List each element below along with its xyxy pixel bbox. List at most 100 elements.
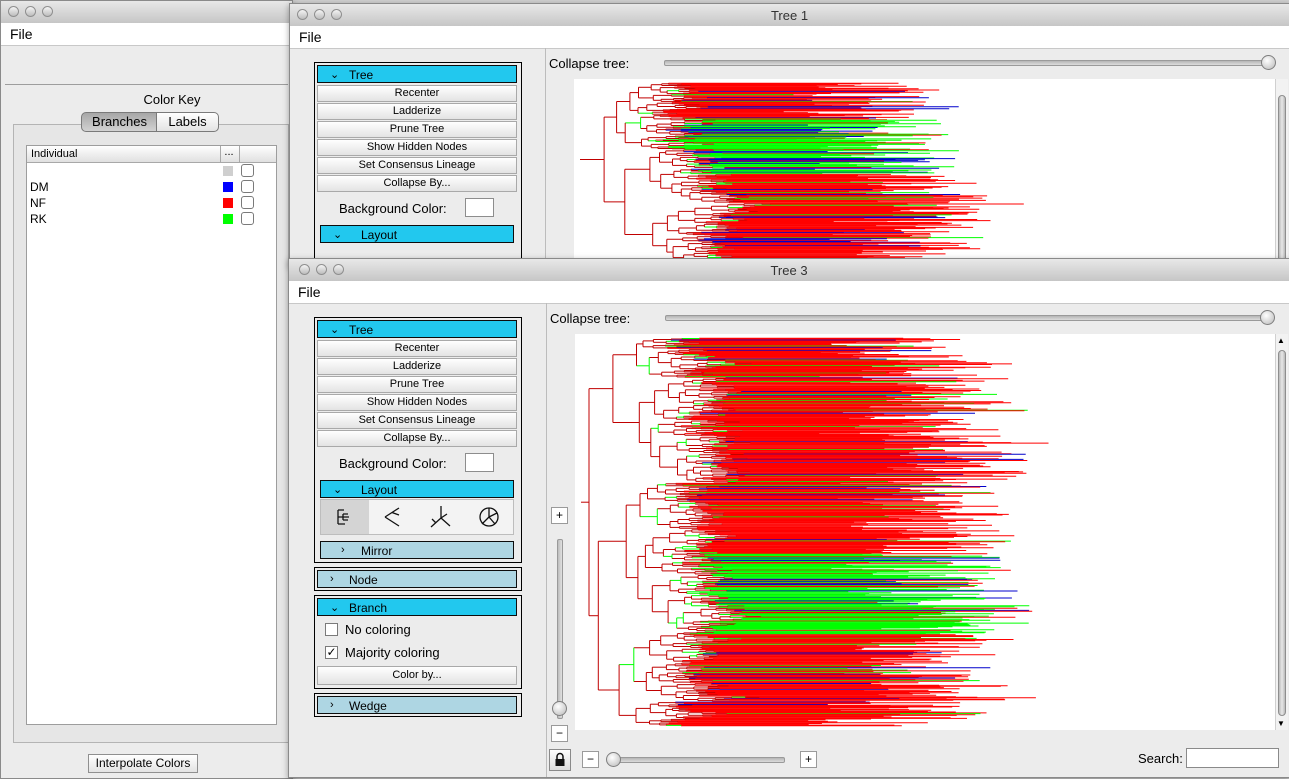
unrooted-layout-icon[interactable] (417, 500, 465, 534)
file-menu[interactable]: File (298, 284, 321, 300)
rectangular-layout-icon[interactable] (321, 500, 369, 534)
zoom-slider[interactable] (557, 539, 563, 719)
collapse-tree-slider[interactable] (665, 315, 1271, 321)
header-more[interactable]: ... (220, 146, 237, 162)
divider (545, 48, 546, 266)
row-checkbox[interactable] (241, 180, 254, 193)
set-consensus-lineage-button[interactable]: Set Consensus Lineage (317, 157, 517, 174)
horizontal-zoom-out-button[interactable]: − (582, 751, 599, 768)
zoom-window-button[interactable] (42, 6, 53, 17)
ladderize-button[interactable]: Ladderize (317, 103, 517, 120)
row-checkbox[interactable] (241, 212, 254, 225)
color-swatch[interactable] (223, 214, 233, 224)
no-coloring-label: No coloring (345, 622, 411, 637)
close-window-button[interactable] (8, 6, 19, 17)
show-hidden-nodes-button[interactable]: Show Hidden Nodes (317, 139, 517, 156)
zoom-slider-knob[interactable] (552, 701, 567, 716)
collapse-by-button[interactable]: Collapse By... (317, 430, 517, 447)
recenter-button[interactable]: Recenter (317, 85, 517, 102)
prune-tree-button[interactable]: Prune Tree (317, 376, 517, 393)
panel-wedge[interactable]: › Wedge (317, 696, 517, 714)
prune-tree-button[interactable]: Prune Tree (317, 121, 517, 138)
tree3-phylogeny (581, 337, 1049, 727)
close-window-button[interactable] (297, 9, 308, 20)
minimize-window-button[interactable] (316, 264, 327, 275)
lock-icon (555, 752, 565, 766)
chevron-down-icon: ⌄ (330, 602, 340, 614)
set-consensus-lineage-button[interactable]: Set Consensus Lineage (317, 412, 517, 429)
slanted-layout-icon[interactable] (369, 500, 417, 534)
collapse-tree-slider-knob[interactable] (1261, 55, 1276, 70)
horizontal-zoom-slider-knob[interactable] (606, 752, 621, 767)
tree1-canvas[interactable] (574, 79, 1275, 266)
panel-tree[interactable]: ⌄ Tree (317, 320, 517, 338)
file-menu[interactable]: File (10, 26, 33, 42)
search-label: Search: (1138, 751, 1183, 766)
minimize-window-button[interactable] (25, 6, 36, 17)
color-key-menubar: File (1, 23, 292, 46)
chevron-down-icon: ⌄ (333, 484, 343, 496)
scroll-down-arrow[interactable]: ▼ (1277, 719, 1285, 728)
collapse-tree-label: Collapse tree: (549, 56, 630, 71)
color-key-table: Individual ... (26, 145, 277, 725)
list-item (30, 164, 256, 178)
color-by-button[interactable]: Color by... (317, 666, 517, 685)
show-hidden-nodes-button[interactable]: Show Hidden Nodes (317, 394, 517, 411)
row-checkbox[interactable] (241, 196, 254, 209)
color-swatch[interactable] (223, 182, 233, 192)
no-coloring-checkbox[interactable] (325, 623, 338, 636)
tree1-vertical-scrollbar[interactable] (1275, 79, 1288, 266)
panel-layout[interactable]: ⌄ Layout (320, 225, 514, 243)
file-menu[interactable]: File (299, 29, 322, 45)
panel-node[interactable]: › Node (317, 570, 517, 588)
radial-layout-icon[interactable] (465, 500, 513, 534)
scrollbar-thumb[interactable] (1278, 95, 1286, 266)
majority-coloring-checkbox[interactable]: ✓ (325, 645, 338, 659)
panel-mirror[interactable]: › Mirror (320, 541, 514, 559)
scroll-up-arrow[interactable]: ▲ (1277, 336, 1285, 345)
tree3-vertical-scrollbar[interactable]: ▲ ▼ (1275, 334, 1288, 730)
interpolate-colors-button[interactable]: Interpolate Colors (88, 754, 198, 773)
wedge-panel: › Wedge (314, 693, 522, 717)
row-checkbox[interactable] (241, 164, 254, 177)
collapse-tree-label: Collapse tree: (550, 311, 631, 326)
zoom-window-button[interactable] (331, 9, 342, 20)
tab-labels[interactable]: Labels (156, 112, 219, 132)
panel-layout[interactable]: ⌄ Layout (320, 480, 514, 498)
panel-tree[interactable]: ⌄ Tree (317, 65, 517, 83)
scrollbar-thumb[interactable] (1278, 350, 1286, 716)
chevron-right-icon: › (341, 544, 345, 556)
color-swatch[interactable] (223, 166, 233, 176)
list-item: RK (30, 212, 256, 226)
ladderize-button[interactable]: Ladderize (317, 358, 517, 375)
tree3-window: Tree 3 File ⌄ Tree Recenter Ladderize Pr… (288, 258, 1289, 778)
collapse-tree-slider[interactable] (664, 60, 1270, 66)
tree1-window: Tree 1 File ⌄ Tree Recenter Ladderize Pr… (289, 3, 1289, 267)
collapse-by-button[interactable]: Collapse By... (317, 175, 517, 192)
horizontal-zoom-slider[interactable] (607, 757, 785, 763)
chevron-right-icon: › (330, 573, 334, 585)
search-input[interactable] (1186, 748, 1279, 768)
close-window-button[interactable] (299, 264, 310, 275)
minimize-window-button[interactable] (314, 9, 325, 20)
tree3-titlebar[interactable]: Tree 3 (289, 259, 1289, 282)
background-color-swatch[interactable] (465, 453, 494, 472)
color-key-titlebar[interactable] (1, 1, 292, 24)
tree3-canvas[interactable] (575, 334, 1275, 730)
header-individual[interactable]: Individual (31, 148, 78, 160)
majority-coloring-label: Majority coloring (345, 645, 440, 660)
zoom-window-button[interactable] (333, 264, 344, 275)
table-header: Individual ... (27, 146, 276, 163)
panel-branch[interactable]: ⌄ Branch (317, 598, 517, 616)
recenter-button[interactable]: Recenter (317, 340, 517, 357)
lock-button[interactable] (549, 749, 571, 771)
zoom-in-button[interactable]: + (551, 507, 568, 524)
horizontal-zoom-in-button[interactable]: + (800, 751, 817, 768)
color-swatch[interactable] (223, 198, 233, 208)
background-color-swatch[interactable] (465, 198, 494, 217)
tab-branches[interactable]: Branches (81, 112, 158, 132)
zoom-out-button[interactable]: − (551, 725, 568, 742)
tree1-titlebar[interactable]: Tree 1 (290, 4, 1289, 27)
collapse-tree-slider-knob[interactable] (1260, 310, 1275, 325)
node-panel: › Node (314, 567, 522, 591)
